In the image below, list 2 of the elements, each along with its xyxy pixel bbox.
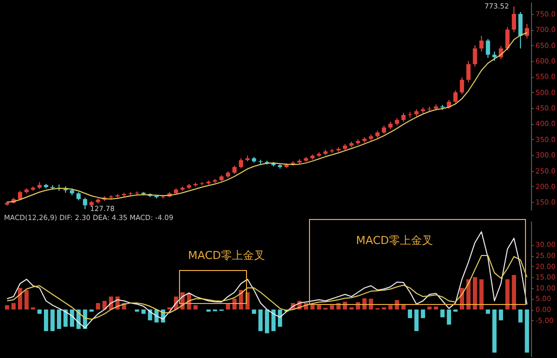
annotation: MACD零上金叉: [356, 233, 433, 248]
annotation: MACD零上金叉: [188, 248, 265, 263]
